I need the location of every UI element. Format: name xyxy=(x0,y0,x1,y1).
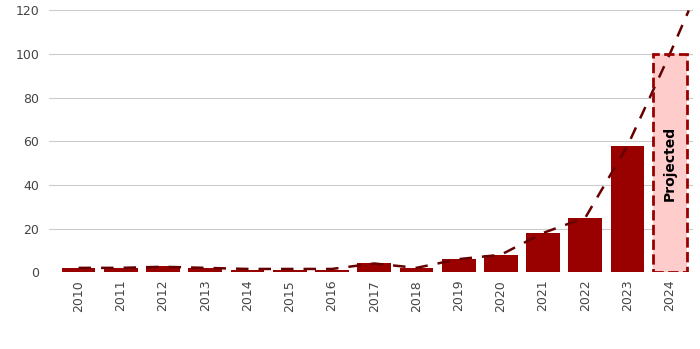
Bar xyxy=(568,218,602,272)
Bar xyxy=(230,270,265,272)
Bar xyxy=(400,268,433,272)
Bar xyxy=(357,263,391,272)
Bar xyxy=(315,270,349,272)
Bar xyxy=(146,266,180,272)
Text: Projected: Projected xyxy=(663,126,677,201)
Bar xyxy=(104,268,138,272)
Bar xyxy=(273,270,307,272)
Bar xyxy=(526,233,560,272)
Bar xyxy=(484,255,518,272)
Bar xyxy=(653,54,687,272)
Bar xyxy=(188,268,222,272)
Bar xyxy=(442,259,475,272)
Bar xyxy=(62,268,95,272)
Bar xyxy=(610,146,645,272)
